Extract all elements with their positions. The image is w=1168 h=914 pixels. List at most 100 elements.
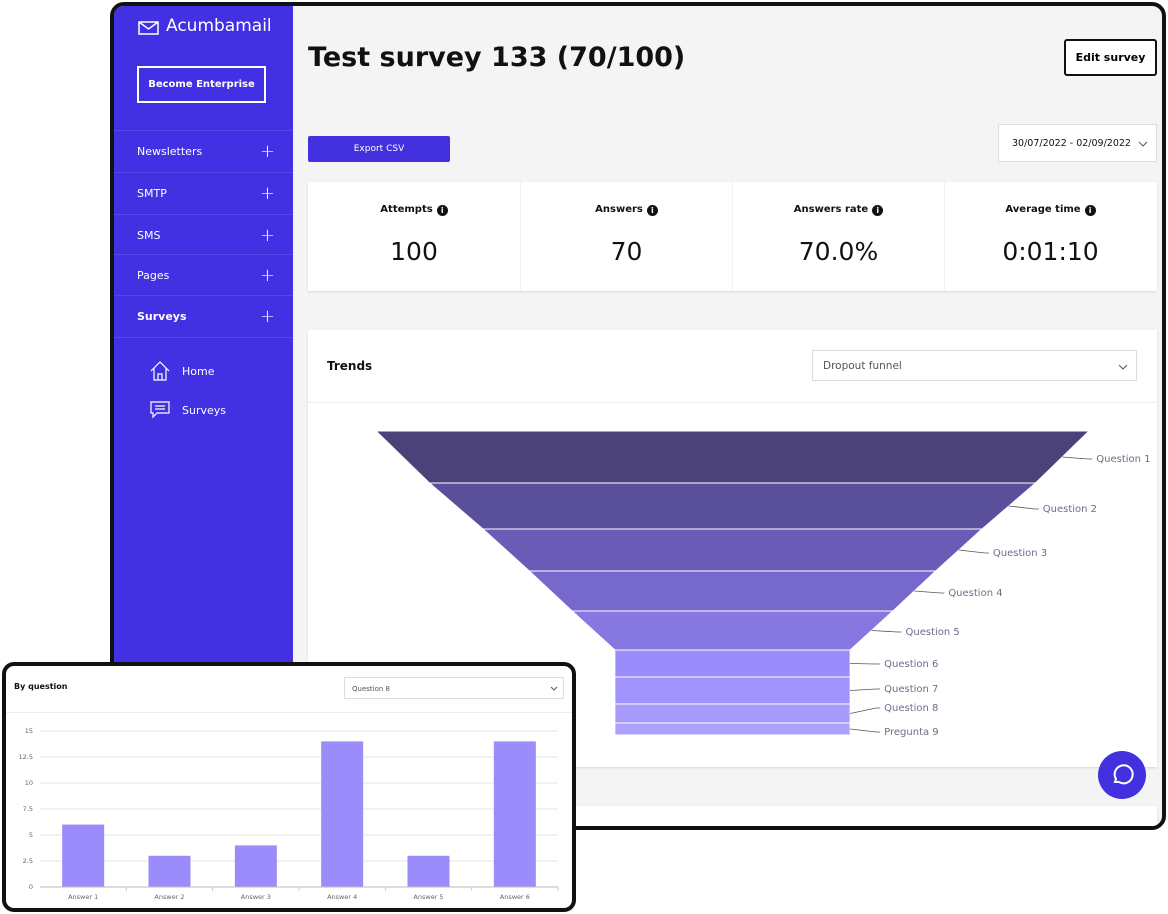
brand: Acumbamail: [166, 16, 272, 36]
x-tick-label: Answer 2: [154, 893, 184, 901]
divider: [308, 402, 1157, 403]
y-tick-label: 7.5: [23, 805, 33, 813]
by-question-card: By question Question 8 0 2.5 5 7.5 10 12.5 15 A…: [2, 662, 576, 912]
y-tick-label: 2.5: [23, 857, 33, 865]
chat-button[interactable]: [1098, 751, 1146, 799]
info-icon[interactable]: i: [436, 205, 448, 216]
funnel-segment: [481, 528, 984, 572]
stat-label: Answers rate i: [733, 204, 944, 216]
stat: Answers rate i 70.0%: [732, 182, 944, 291]
bar: [407, 855, 450, 887]
home-icon: [150, 361, 170, 381]
stat-label-text: Answers rate: [793, 204, 869, 215]
date-picker[interactable]: 30/07/2022 - 02/09/2022: [998, 124, 1157, 162]
funnel-segment: [570, 610, 895, 651]
funnel-label: Question 5: [906, 627, 960, 638]
funnel-segment: [428, 482, 1037, 530]
y-tick-label: 0: [29, 883, 33, 891]
stat-label-text: Attempts: [380, 204, 433, 215]
label-line: [958, 549, 989, 554]
funnel-segment: [374, 430, 1091, 484]
stat: Answers i 70: [520, 182, 732, 291]
funnel-label: Question 7: [884, 684, 938, 695]
export-button[interactable]: Export CSV: [308, 136, 450, 162]
trends-select[interactable]: Dropout funnel: [812, 350, 1137, 381]
funnel-label: Question 2: [1043, 504, 1097, 515]
surveys-icon: [150, 401, 170, 419]
funnel-chart: Question 1 Question 2 Question 3 Question 4…: [374, 430, 1151, 738]
expand-icon[interactable]: +: [259, 183, 275, 204]
y-tick-label: 10: [25, 779, 33, 787]
chat-icon: [1113, 764, 1134, 785]
bar: [321, 741, 364, 887]
funnel-label: Question 6: [884, 659, 938, 670]
chevron: [1118, 364, 1128, 370]
y-tick-label: 12.5: [19, 753, 33, 761]
funnel-label: Question 4: [948, 588, 1002, 599]
label-line: [850, 663, 881, 665]
stat-value: 70: [610, 237, 643, 266]
stat-label-text: Answers: [595, 204, 643, 215]
menu-item[interactable]: Surveys +: [114, 295, 293, 336]
x-tick-label: Answer 4: [327, 893, 357, 901]
trends-title: Trends: [327, 359, 373, 373]
label-line: [1008, 505, 1039, 510]
submenu-item[interactable]: Surveys: [182, 404, 226, 417]
funnel-label: Question 3: [993, 548, 1047, 559]
edit-button[interactable]: Edit survey: [1064, 39, 1157, 76]
brand-icon: [138, 21, 159, 35]
label-line: [1062, 456, 1093, 460]
info-icon[interactable]: i: [872, 205, 884, 216]
funnel-label: Question 8: [884, 703, 938, 714]
stat-value: 100: [390, 237, 438, 266]
x-tick-label: Answer 1: [68, 893, 98, 901]
divider: [6, 712, 572, 713]
bar: [493, 741, 536, 887]
trends-card: Trends Dropout funnel Question 1 Question…: [308, 330, 1157, 767]
label-line: [850, 707, 881, 714]
menu-item[interactable]: Newsletters +: [114, 130, 293, 171]
stat: Average time i 0:01:10: [944, 182, 1156, 291]
stat-label: Attempts i: [308, 204, 520, 216]
expand-icon[interactable]: +: [259, 306, 275, 327]
bar: [148, 855, 191, 887]
expand-icon[interactable]: +: [259, 265, 275, 286]
x-tick-label: Answer 6: [500, 893, 530, 901]
info-icon[interactable]: i: [646, 205, 658, 216]
funnel-segment: [614, 703, 851, 724]
divider: [114, 337, 293, 338]
label-line: [871, 630, 902, 633]
bar: [234, 845, 277, 887]
x-tick-label: Answer 5: [413, 893, 443, 901]
question-select[interactable]: Question 8: [344, 677, 564, 699]
label-line: [850, 728, 881, 733]
stat-value: 0:01:10: [1002, 237, 1099, 266]
label-line: [850, 688, 881, 691]
stat: Attempts i 100: [308, 182, 520, 291]
y-tick-label: 15: [25, 727, 33, 735]
menu-item[interactable]: Pages +: [114, 254, 293, 295]
funnel-segment: [614, 722, 851, 736]
enterprise-button[interactable]: Become Enterprise: [137, 66, 266, 103]
menu-item[interactable]: SMS +: [114, 214, 293, 255]
by-question-title: By question: [14, 682, 68, 691]
chevron: [550, 686, 558, 691]
expand-icon[interactable]: +: [259, 141, 275, 162]
funnel-label: Question 1: [1096, 454, 1150, 465]
chevron: [1138, 141, 1148, 147]
y-tick-label: 5: [29, 831, 33, 839]
submenu-item[interactable]: Home: [182, 365, 215, 378]
bar: [62, 824, 105, 887]
page-title: Test survey 133 (70/100): [308, 42, 686, 73]
x-tick-label: Answer 3: [241, 893, 271, 901]
select-value: Dropout funnel: [823, 360, 902, 372]
bar-chart: 0 2.5 5 7.5 10 12.5 15 Answer 1 Answer 2 Answer 3…: [19, 727, 559, 901]
stats-card: Attempts i 100 Answers i 70 Answers rate i 70.0%…: [308, 182, 1157, 291]
stat-label-text: Average time: [1005, 204, 1081, 215]
menu-item[interactable]: SMTP +: [114, 172, 293, 213]
info-icon[interactable]: i: [1084, 205, 1096, 216]
stat-label: Answers i: [521, 204, 732, 216]
label-line: [914, 590, 945, 594]
expand-icon[interactable]: +: [259, 225, 275, 246]
